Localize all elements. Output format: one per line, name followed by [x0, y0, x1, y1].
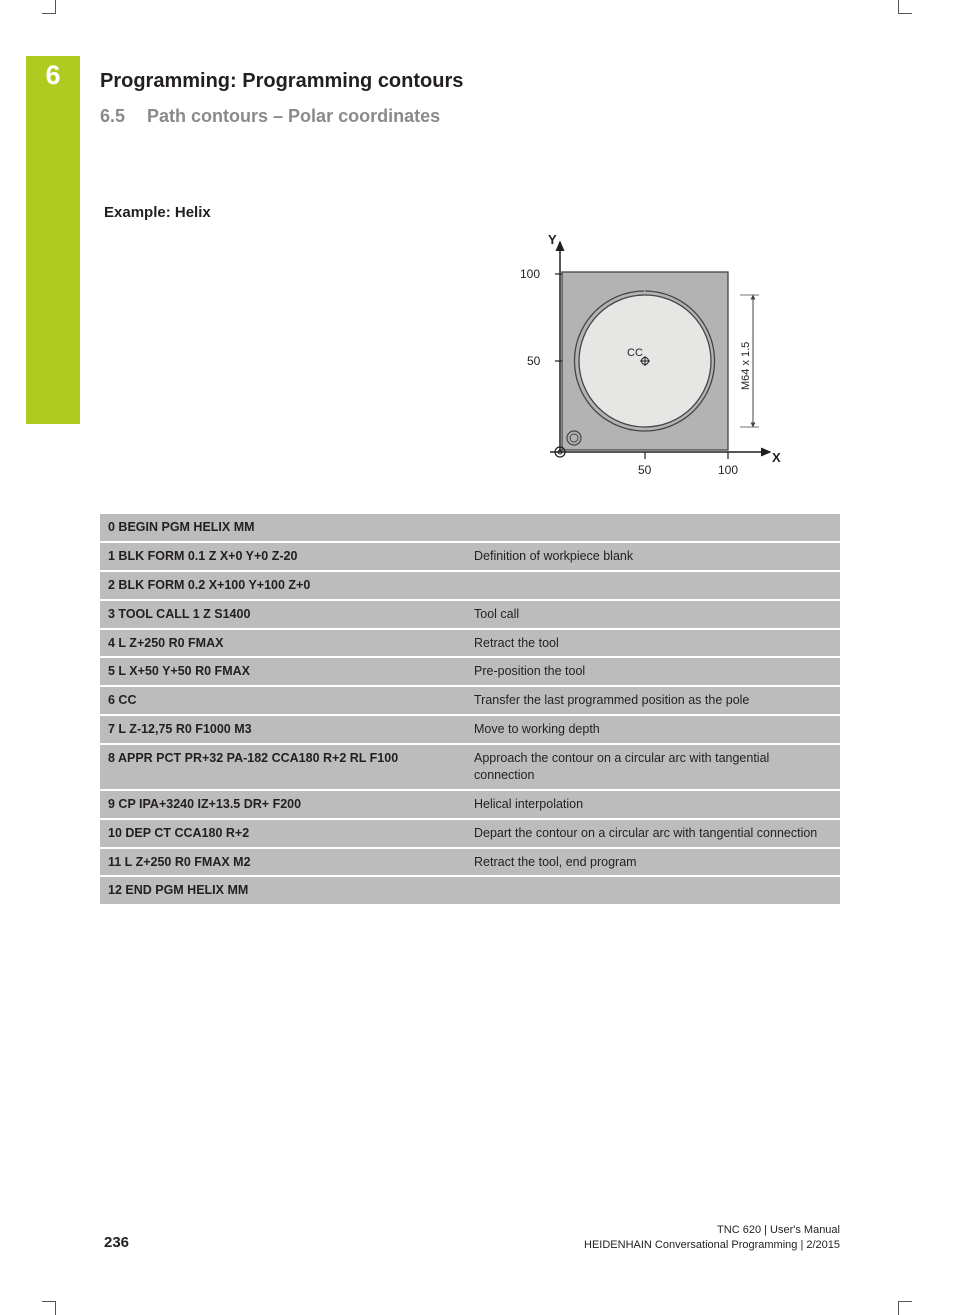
- svg-text:100: 100: [718, 463, 738, 477]
- example-heading: Example: Helix: [104, 204, 211, 221]
- footer-text: TNC 620 | User's Manual HEIDENHAIN Conve…: [584, 1223, 840, 1253]
- crop-mark: [898, 1301, 912, 1315]
- footer-line-1: TNC 620 | User's Manual: [717, 1224, 840, 1236]
- table-row: 7 L Z-12,75 R0 F1000 M3Move to working d…: [100, 716, 840, 743]
- section-title: 6.5 Path contours – Polar coordinates: [100, 106, 440, 127]
- svg-text:X: X: [772, 450, 781, 465]
- footer-line-2: HEIDENHAIN Conversational Programming | …: [584, 1239, 840, 1251]
- page-number: 236: [104, 1234, 129, 1251]
- nc-code-cell: 4 L Z+250 R0 FMAX: [100, 630, 466, 657]
- nc-program-table: 0 BEGIN PGM HELIX MM1 BLK FORM 0.1 Z X+0…: [100, 512, 840, 906]
- nc-code-cell: 5 L X+50 Y+50 R0 FMAX: [100, 658, 466, 685]
- nc-desc-cell: Pre-position the tool: [466, 658, 840, 685]
- table-row: 8 APPR PCT PR+32 PA-182 CCA180 R+2 RL F1…: [100, 745, 840, 789]
- page-title: Programming: Programming contours: [100, 70, 463, 93]
- nc-code-cell: 8 APPR PCT PR+32 PA-182 CCA180 R+2 RL F1…: [100, 745, 466, 789]
- nc-code-cell: 10 DEP CT CCA180 R+2: [100, 820, 466, 847]
- nc-code-cell: 7 L Z-12,75 R0 F1000 M3: [100, 716, 466, 743]
- nc-code-cell: 11 L Z+250 R0 FMAX M2: [100, 849, 466, 876]
- nc-desc-cell: Definition of workpiece blank: [466, 543, 840, 570]
- table-row: 4 L Z+250 R0 FMAXRetract the tool: [100, 630, 840, 657]
- helix-diagram: Y X CC 100 50 50 100 M: [470, 230, 790, 490]
- chapter-tab: [26, 56, 80, 424]
- table-row: 0 BEGIN PGM HELIX MM: [100, 514, 840, 541]
- table-row: 1 BLK FORM 0.1 Z X+0 Y+0 Z-20Definition …: [100, 543, 840, 570]
- svg-text:50: 50: [527, 354, 541, 368]
- nc-desc-cell: Depart the contour on a circular arc wit…: [466, 820, 840, 847]
- svg-text:Y: Y: [548, 232, 557, 247]
- nc-desc-cell: [466, 514, 840, 541]
- table-row: 10 DEP CT CCA180 R+2Depart the contour o…: [100, 820, 840, 847]
- nc-code-cell: 0 BEGIN PGM HELIX MM: [100, 514, 466, 541]
- svg-text:M64 x 1.5: M64 x 1.5: [740, 342, 752, 390]
- crop-mark: [42, 1301, 56, 1315]
- nc-desc-cell: Approach the contour on a circular arc w…: [466, 745, 840, 789]
- table-row: 3 TOOL CALL 1 Z S1400Tool call: [100, 601, 840, 628]
- crop-mark: [42, 0, 56, 14]
- table-row: 2 BLK FORM 0.2 X+100 Y+100 Z+0: [100, 572, 840, 599]
- nc-desc-cell: Move to working depth: [466, 716, 840, 743]
- nc-code-cell: 6 CC: [100, 687, 466, 714]
- table-row: 9 CP IPA+3240 IZ+13.5 DR+ F200Helical in…: [100, 791, 840, 818]
- nc-desc-cell: [466, 572, 840, 599]
- section-number: 6.5: [100, 106, 125, 126]
- chapter-number: 6: [26, 60, 80, 91]
- section-name: Path contours – Polar coordinates: [147, 106, 440, 126]
- table-row: 12 END PGM HELIX MM: [100, 877, 840, 904]
- nc-code-cell: 12 END PGM HELIX MM: [100, 877, 466, 904]
- nc-desc-cell: [466, 877, 840, 904]
- nc-desc-cell: Retract the tool: [466, 630, 840, 657]
- svg-text:50: 50: [638, 463, 652, 477]
- nc-code-cell: 1 BLK FORM 0.1 Z X+0 Y+0 Z-20: [100, 543, 466, 570]
- nc-code-cell: 9 CP IPA+3240 IZ+13.5 DR+ F200: [100, 791, 466, 818]
- table-row: 11 L Z+250 R0 FMAX M2Retract the tool, e…: [100, 849, 840, 876]
- nc-desc-cell: Tool call: [466, 601, 840, 628]
- svg-text:CC: CC: [627, 347, 643, 359]
- table-row: 6 CCTransfer the last programmed positio…: [100, 687, 840, 714]
- nc-code-cell: 2 BLK FORM 0.2 X+100 Y+100 Z+0: [100, 572, 466, 599]
- nc-desc-cell: Transfer the last programmed position as…: [466, 687, 840, 714]
- nc-desc-cell: Helical interpolation: [466, 791, 840, 818]
- svg-text:100: 100: [520, 267, 540, 281]
- crop-mark: [898, 0, 912, 14]
- nc-code-cell: 3 TOOL CALL 1 Z S1400: [100, 601, 466, 628]
- nc-desc-cell: Retract the tool, end program: [466, 849, 840, 876]
- table-row: 5 L X+50 Y+50 R0 FMAXPre-position the to…: [100, 658, 840, 685]
